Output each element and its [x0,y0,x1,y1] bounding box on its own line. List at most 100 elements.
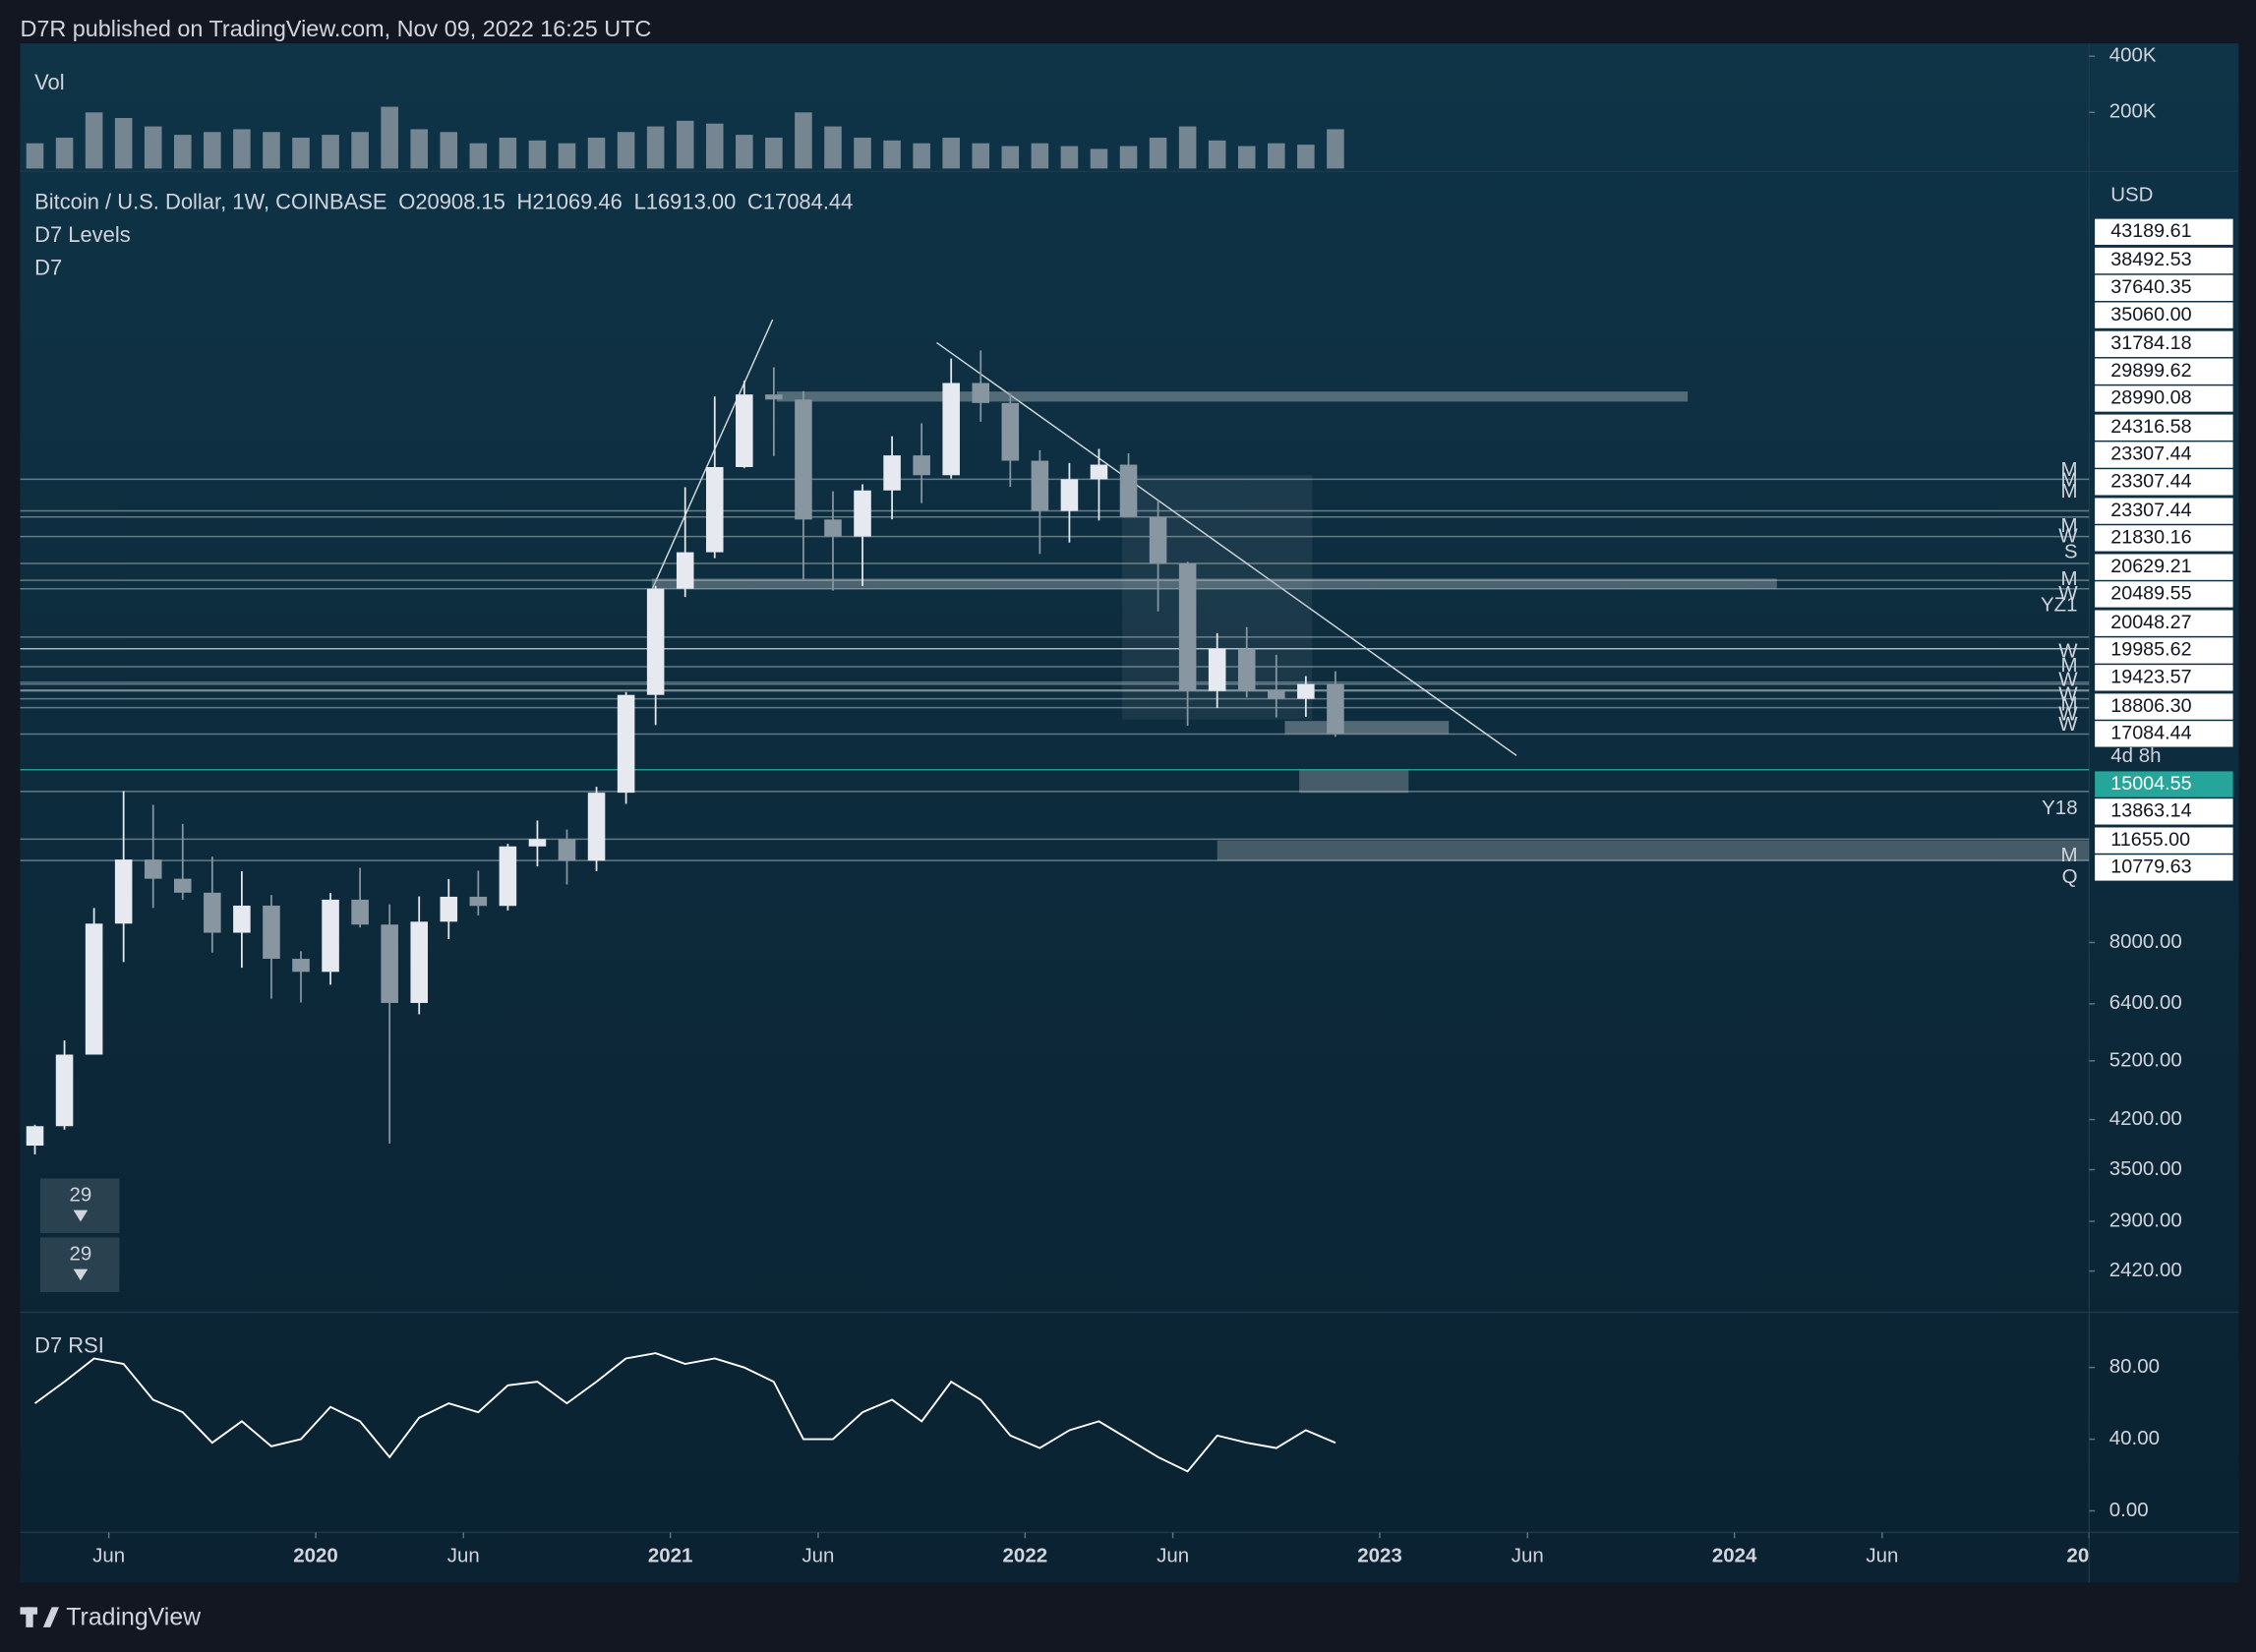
candle-body [617,694,635,794]
level-label-box [2095,218,2233,245]
y-tick-label: 0.00 [2109,1499,2149,1521]
level-tag: M [2061,458,2078,481]
level-label-box [2095,525,2233,552]
candle-body [263,905,280,960]
volume-bar [1031,143,1049,169]
volume-bar [1237,146,1256,169]
level-tag: M [2061,514,2078,537]
candle-body [1119,464,1138,517]
volume-bar [1149,137,1167,169]
candle-body [174,878,192,893]
published-note: D7R published on TradingView.com, Nov 09… [20,16,651,41]
level-label-box [2095,247,2233,274]
level-label: 21830.16 [2110,527,2191,549]
x-tick-label: Jun [1157,1545,1189,1567]
candle-body [381,924,398,1003]
level-label-box [2095,798,2233,825]
candle-body [1327,683,1344,735]
volume-bar [26,143,44,169]
volume-bar [854,137,871,169]
y-tick-label: 80.00 [2109,1355,2160,1378]
level-tag: S [2064,540,2078,562]
volume-bar [587,137,606,169]
zone [1299,769,1409,794]
level-label-box [2095,771,2233,797]
candle-body [795,399,812,520]
level-label: 19985.62 [2110,639,2191,661]
level-label: 20489.55 [2110,583,2191,605]
level-label: 11655.00 [2110,829,2190,851]
candle-body [204,892,221,933]
indicator-name: D7 Levels [34,222,131,247]
volume-bar [1178,126,1197,169]
level-tag: Y18 [2042,796,2077,819]
volume-bar [942,137,960,169]
volume-bar [410,129,428,169]
level-label: 23307.44 [2110,500,2191,521]
level-label-box [2095,554,2233,580]
x-tick-label: 2023 [1357,1545,1402,1567]
plot-layer: Jun 2020 Jun 2021 Jun 2022 Jun 2023 Jun 2024 Jun 20… [20,106,2090,1567]
volume-bar [1297,145,1315,169]
badge[interactable] [39,1178,120,1234]
level-label: 13863.14 [2110,800,2191,822]
indicator-name: D7 [34,256,62,280]
level-label: 28990.08 [2110,387,2191,409]
level-tag: W [2058,713,2078,736]
volume-bar [558,143,576,169]
x-tick-label: Jun [801,1545,834,1567]
level-tag: W [2058,703,2078,726]
level-label-box [2095,330,2233,358]
candle-body [85,923,103,1055]
volume-bar [617,132,635,169]
x-tick-label: Jun [92,1545,125,1567]
volume-bar [913,143,930,169]
candle-body [440,896,458,922]
y-tick-label: 400K [2109,44,2157,67]
candle-body [587,793,606,861]
level-label-box [2095,581,2233,608]
volume-bar [144,126,162,169]
level-tag: M [2061,480,2078,502]
y-tick-label: 5200.00 [2109,1048,2182,1071]
volume-bar [55,137,74,169]
x-tick-label: 2020 [293,1545,338,1567]
level-label-box [2095,358,2233,384]
candle-body [1268,689,1285,699]
brand: TradingView [66,1604,202,1631]
candle-body [410,921,428,1003]
badge-count: 29 [70,1242,92,1265]
level-label: 20048.27 [2110,612,2191,633]
badge[interactable] [39,1237,120,1293]
candle-body [114,859,133,924]
y-tick-label: 4200.00 [2109,1107,2182,1130]
candle-body [736,394,753,467]
candle-body [292,959,310,973]
level-label-box [2095,442,2233,468]
zone [1284,721,1450,735]
zone [777,391,1689,402]
level-label: 23307.44 [2110,471,2191,493]
level-tag: W [2058,524,2078,547]
candle-body [765,394,783,400]
volume-title: Vol [34,70,65,94]
volume-bar [824,126,842,169]
level-label-box [2095,827,2233,854]
level-label: 29899.62 [2110,360,2191,382]
volume-bar [440,132,458,169]
volume-bar [765,137,783,169]
level-label-box [2095,855,2233,881]
volume-bar [528,140,547,169]
y-tick-label: 2420.00 [2109,1259,2182,1281]
candle-body [499,846,517,907]
level-label-box [2095,385,2233,412]
volume-bar [795,112,812,169]
level-label-box [2095,665,2233,691]
level-tag: M [2061,844,2078,866]
y-tick-label: 40.00 [2109,1427,2160,1449]
volume-bar [1208,140,1226,169]
candle-body [144,859,162,879]
level-label: 31784.18 [2110,332,2191,354]
y-tick-label: 2900.00 [2109,1209,2182,1231]
